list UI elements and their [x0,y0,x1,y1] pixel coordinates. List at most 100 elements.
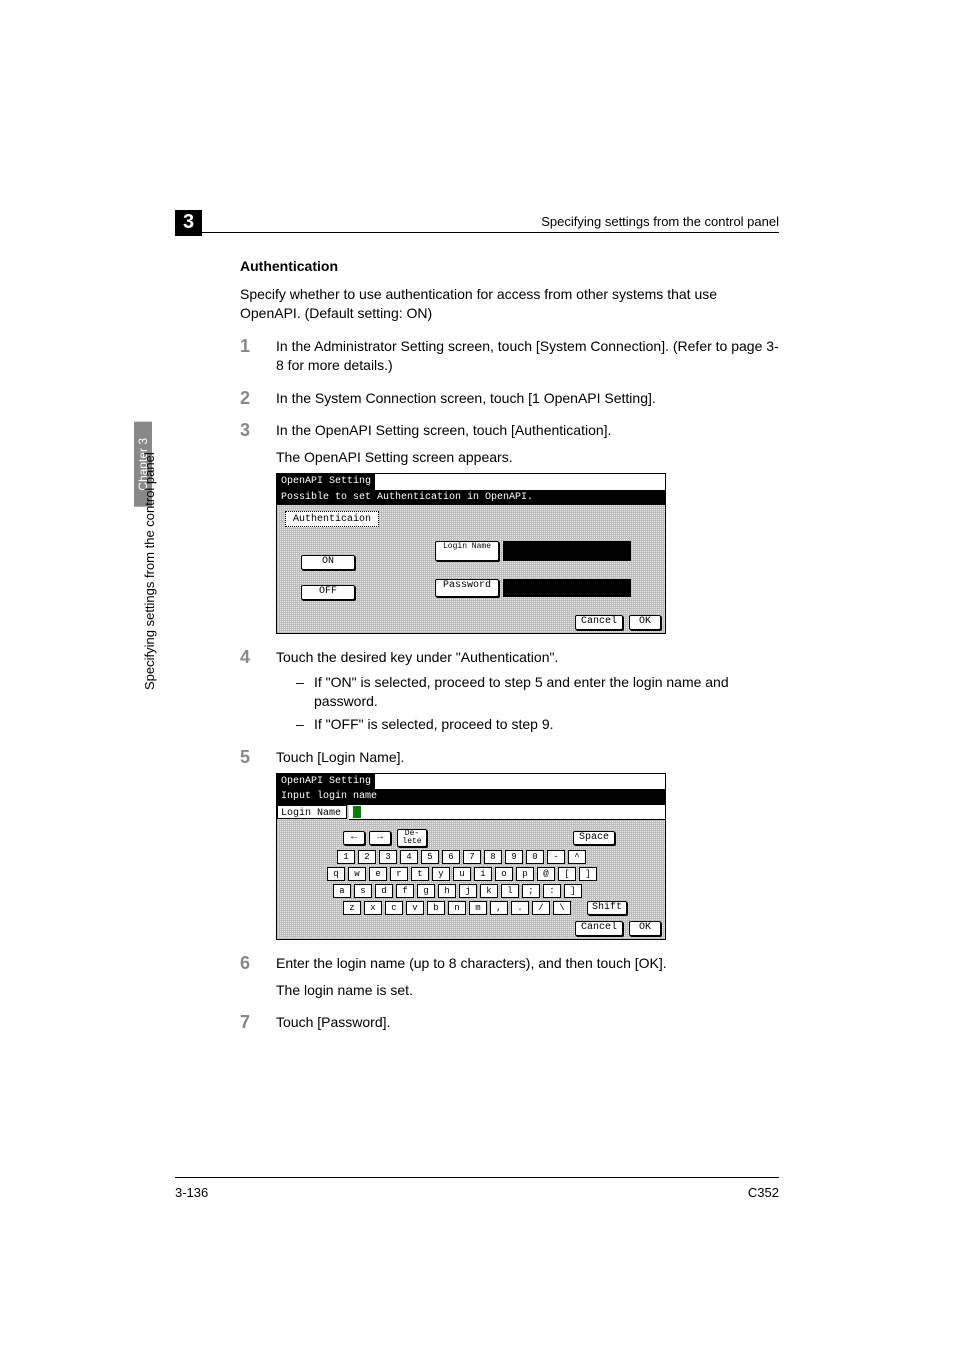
login-name-label: Login Name [277,805,347,819]
keyboard-key[interactable]: 7 [463,850,481,864]
keyboard-key[interactable]: s [354,884,372,898]
panel-title-tab: OpenAPI Setting [277,474,375,490]
text-cursor [353,806,361,818]
step-number: 7 [240,1010,250,1034]
keyboard-key[interactable]: 6 [442,850,460,864]
login-name-field[interactable] [503,541,631,561]
step-item: 7 Touch [Password]. [240,1013,779,1032]
keyboard-key[interactable]: w [348,867,366,881]
keyboard-key[interactable]: c [385,901,403,915]
keyboard-key[interactable]: 3 [379,850,397,864]
step-dash-item: If "ON" is selected, proceed to step 5 a… [296,673,779,711]
openapi-keyboard-panel: OpenAPI Setting Input login name Login N… [276,773,666,940]
keyboard-key[interactable]: 5 [421,850,439,864]
keyboard-key[interactable]: p [516,867,534,881]
keyboard-key[interactable]: , [490,901,508,915]
keyboard-key[interactable]: ^ [568,850,586,864]
step-text: In the Administrator Setting screen, tou… [276,338,779,373]
keyboard-key[interactable]: q [327,867,345,881]
authentication-tab[interactable]: Authenticaion [285,511,379,527]
openapi-auth-panel: OpenAPI Setting Possible to set Authenti… [276,473,666,634]
step-text: Touch [Password]. [276,1014,390,1030]
keyboard-key[interactable]: u [453,867,471,881]
step-number: 6 [240,951,250,975]
panel-title-strip: Possible to set Authentication in OpenAP… [277,490,665,506]
keyboard-key[interactable]: y [432,867,450,881]
header-rule [175,232,779,233]
keyboard-key[interactable]: t [411,867,429,881]
ok-button[interactable]: OK [629,921,661,936]
login-name-input-area[interactable] [349,805,665,820]
step-text: Touch [Login Name]. [276,749,404,765]
keyboard-key[interactable]: f [396,884,414,898]
step-item: 2 In the System Connection screen, touch… [240,389,779,408]
keyboard-key[interactable]: r [390,867,408,881]
step-item: 1 In the Administrator Setting screen, t… [240,337,779,375]
keyboard-key[interactable]: . [511,901,529,915]
keyboard-key[interactable]: n [448,901,466,915]
step-item: 4 Touch the desired key under "Authentic… [240,648,779,734]
intro-paragraph: Specify whether to use authentication fo… [240,285,779,323]
keyboard-key[interactable]: 9 [505,850,523,864]
keyboard-key[interactable]: j [459,884,477,898]
step-item: 6 Enter the login name (up to 8 characte… [240,954,779,1000]
keyboard-key[interactable]: b [427,901,445,915]
keyboard-key[interactable]: z [343,901,361,915]
keyboard-key[interactable]: \ [553,901,571,915]
step-number: 2 [240,386,250,410]
keyboard-key[interactable]: h [438,884,456,898]
ok-button[interactable]: OK [629,615,661,630]
header-title: Specifying settings from the control pan… [541,214,779,229]
section-heading: Authentication [240,258,779,274]
keyboard-key[interactable]: d [375,884,393,898]
panel-title-strip: Input login name [277,789,665,805]
shift-button[interactable]: Shift [587,901,627,915]
side-vertical-title: Specifying settings from the control pan… [142,452,157,690]
cancel-button[interactable]: Cancel [575,615,623,630]
keyboard-key[interactable]: x [364,901,382,915]
keyboard-key[interactable]: : [543,884,561,898]
auth-off-button[interactable]: OFF [301,585,355,600]
cancel-button[interactable]: Cancel [575,921,623,936]
keyboard-key[interactable]: k [480,884,498,898]
step-text: Touch the desired key under "Authenticat… [276,649,558,665]
arrow-left-button[interactable]: ← [343,831,365,845]
keyboard-key[interactable]: m [469,901,487,915]
model-number: C352 [748,1185,779,1200]
step-number: 1 [240,334,250,358]
step-text: In the OpenAPI Setting screen, touch [Au… [276,422,611,438]
keyboard-key[interactable]: 1 [337,850,355,864]
auth-on-button[interactable]: ON [301,555,355,570]
keyboard-key[interactable]: 2 [358,850,376,864]
delete-button[interactable]: De- lete [397,829,427,847]
keyboard-key[interactable]: 4 [400,850,418,864]
step-subtext: The OpenAPI Setting screen appears. [276,448,779,467]
keyboard-key[interactable]: 8 [484,850,502,864]
keyboard-key[interactable]: l [501,884,519,898]
space-button[interactable]: Space [573,831,615,845]
keyboard-key[interactable]: e [369,867,387,881]
password-field[interactable] [503,579,631,597]
keyboard-key[interactable]: o [495,867,513,881]
keyboard-key[interactable]: ] [564,884,582,898]
panel-title-tab: OpenAPI Setting [277,774,375,790]
keyboard-key[interactable]: ] [579,867,597,881]
keyboard-key[interactable]: i [474,867,492,881]
arrow-right-button[interactable]: → [369,831,391,845]
step-dash-item: If "OFF" is selected, proceed to step 9. [296,715,779,734]
step-number: 4 [240,645,250,669]
password-button[interactable]: Password [435,579,499,597]
step-item: 3 In the OpenAPI Setting screen, touch [… [240,421,779,634]
login-name-button[interactable]: Login Name [435,541,499,561]
keyboard-key[interactable]: ; [522,884,540,898]
keyboard-key[interactable]: v [406,901,424,915]
keyboard-key[interactable]: - [547,850,565,864]
keyboard-key[interactable]: [ [558,867,576,881]
keyboard-key[interactable]: a [333,884,351,898]
step-text: In the System Connection screen, touch [… [276,390,656,406]
keyboard-key[interactable]: @ [537,867,555,881]
keyboard-key[interactable]: 0 [526,850,544,864]
keyboard-key[interactable]: g [417,884,435,898]
step-subtext: The login name is set. [276,981,779,1000]
keyboard-key[interactable]: / [532,901,550,915]
